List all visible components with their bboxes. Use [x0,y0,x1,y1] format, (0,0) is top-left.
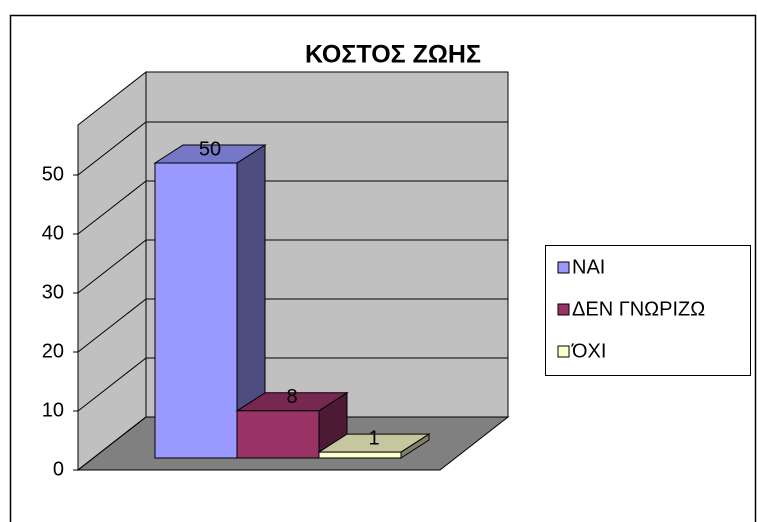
bar [153,144,267,459]
grid-line [77,416,508,471]
y-tick-label: 0 [53,458,64,480]
y-tick-label: 20 [42,340,64,362]
value-label: 8 [286,386,297,408]
side-wall [77,70,147,472]
legend-label: ΝΑΙ [572,256,605,278]
y-tick-label: 10 [42,399,64,421]
legend-swatch [557,345,570,358]
legend-swatch [557,261,570,274]
grid-line [77,298,508,353]
grid-line [77,357,508,412]
bar-front [236,410,320,459]
legend-box [545,245,751,376]
y-tick-label: 40 [42,222,64,244]
chart-title: ΚΟΣΤΟΣ ΖΩΗΣ [305,41,481,69]
grid-line [77,180,508,235]
legend-label: ΌΧΙ [571,340,606,362]
bar-front [318,451,402,459]
bar [317,433,431,459]
y-tick-label: 50 [42,163,64,185]
y-tick-label: 30 [42,281,64,303]
legend-label: ΔΕΝ ΓΝΩΡΙΖΩ [572,298,705,320]
legend-swatch [557,303,570,316]
grid-line [77,121,508,176]
value-label: 50 [199,138,221,160]
chart-border [9,14,757,522]
value-label: 1 [368,427,379,449]
grid-line [77,239,508,294]
bar-front [154,162,238,459]
